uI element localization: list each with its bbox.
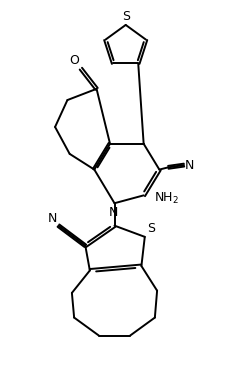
Text: S: S [147,222,155,235]
Text: S: S [122,10,130,23]
Text: N: N [185,159,194,172]
Text: NH$_2$: NH$_2$ [154,191,179,206]
Text: O: O [69,54,79,67]
Text: N: N [109,206,118,219]
Text: N: N [48,212,57,225]
